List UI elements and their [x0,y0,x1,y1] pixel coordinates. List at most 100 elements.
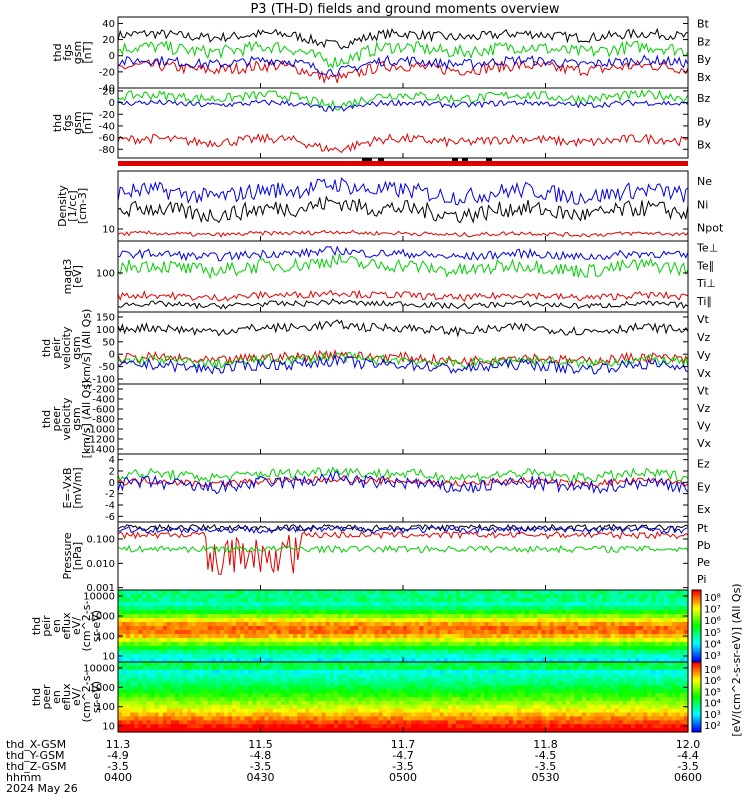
y-tick-label: 20 [102,35,115,46]
spectrogram-cell [134,602,139,607]
spectrogram-cell [325,728,331,733]
spectrogram-cell [211,685,217,690]
spectrogram-cell [590,724,595,729]
spectrogram-cell [439,654,445,659]
spectrogram-cell [541,654,547,659]
spectrogram-cell [492,669,498,675]
spectrogram-cell [203,598,209,603]
spectrogram-cell [427,634,433,639]
spectrogram-cell [203,610,209,615]
spectrogram-cell [321,662,327,667]
spectrogram-cell [415,642,420,647]
spectrogram-cell [484,622,490,627]
spectrogram-cell [122,618,127,623]
spectrogram-cell [260,681,266,686]
spectrogram-cell [565,716,571,721]
spectrogram-cell [386,662,392,667]
spectrogram-cell [553,622,559,627]
legend-entry: Ti⊥ [696,277,716,290]
spectrogram-cell [622,646,628,651]
spectrogram-cell [289,697,294,702]
spectrogram-cell [341,720,347,725]
spectrogram-cell [248,614,253,619]
spectrogram-cell [346,716,351,721]
spectrogram-cell [354,662,359,667]
spectrogram-cell [480,646,486,651]
spectrogram-cell [142,618,148,623]
spectrogram-cell [517,724,522,729]
spectrogram-cell [602,622,608,627]
spectrogram-cell [411,602,416,607]
spectrogram-cell [370,594,376,599]
spectrogram-cell [415,650,420,655]
spectrogram-cell [578,610,583,615]
spectrogram-cell [244,606,249,611]
spectrogram-cell [309,704,315,710]
spectrogram-cell [354,720,359,725]
spectrogram-cell [227,594,233,599]
spectrogram-cell [472,708,477,714]
spectrogram-cell [541,638,547,643]
spectrogram-cell [236,662,241,667]
spectrogram-cell [276,598,282,603]
spectrogram-cell [276,590,282,595]
spectrogram-cell [183,685,188,690]
spectrogram-cell [606,677,612,683]
spectrogram-cell [211,693,217,698]
spectrogram-cell [313,650,319,655]
spectrogram-cell [272,642,278,647]
spectrogram-cell [146,689,152,694]
spectrogram-cell [565,685,571,690]
spectrogram-cell [484,697,490,702]
spectrogram-cell [236,712,241,718]
y-tick-label: 0.010 [86,559,115,570]
spectrogram-cell [569,724,575,729]
spectrogram-cell [260,642,266,647]
spectrogram-cell [118,618,123,623]
spectrogram-cell [203,700,209,706]
spectrogram-cell [175,618,180,623]
y-tick-label: 0.001 [86,583,115,594]
spectrogram-cell [268,673,274,679]
spectrogram-cell [484,650,490,655]
spectrogram-cell [439,646,445,651]
spectrogram-cell [268,626,274,631]
spectrogram-cell [309,677,315,683]
spectrogram-cell [671,650,677,655]
spectrogram-cell [162,654,168,659]
spectrogram-cell [227,606,233,611]
spectrogram-cell [309,614,315,619]
spectrogram-cell [378,642,384,647]
spectrogram-cell [166,681,172,686]
spectrogram-cell [476,642,481,647]
spectrogram-cell [195,634,201,639]
spectrogram-cell [166,594,172,599]
spectrogram-cell [297,716,302,721]
spectrogram-cell [280,654,286,659]
spectrogram-cell [667,626,673,631]
spectrogram-cell [569,658,575,663]
spectrogram-cell [232,716,237,721]
spectrogram-cell [675,658,681,663]
spectrogram-cell [260,712,266,718]
spectrogram-cell [317,638,323,643]
spectrogram-cell [374,646,380,651]
spectrogram-cell [150,728,156,733]
spectrogram-cell [134,665,139,671]
spectrogram-cell [386,700,392,706]
spectrogram-cell [639,622,644,627]
series-line-bz [117,132,689,154]
spectrogram-cell [533,602,538,607]
spectrogram-cell [195,716,201,721]
spectrogram-cell [675,594,681,599]
spectrogram-cell [293,697,298,702]
spectrogram-cell [166,630,172,635]
spectrogram-cell [394,700,400,706]
spectrogram-cell [366,642,372,647]
spectrogram-cell [390,677,396,683]
spectrogram-cell [484,708,490,714]
spectrogram-cell [354,594,359,599]
spectrogram-cell [166,712,172,718]
spectrogram-cell [223,614,229,619]
spectrogram-cell [476,708,481,714]
